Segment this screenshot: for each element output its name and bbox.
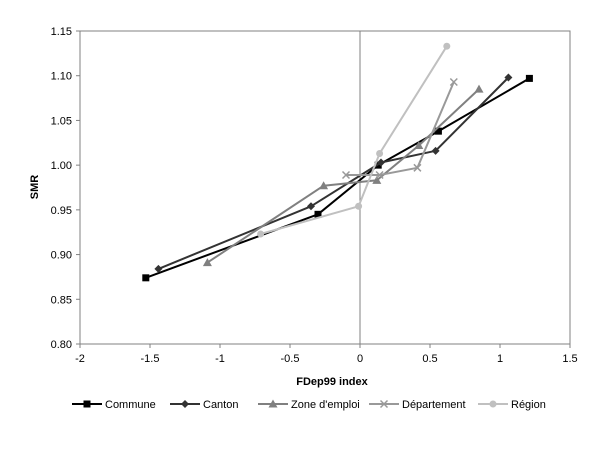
data-point-departement: [375, 170, 384, 180]
y-tick-label: 0.95: [51, 205, 72, 217]
data-point-canton: [504, 73, 513, 82]
series-region: [257, 42, 451, 238]
y-tick-label: 1.10: [51, 71, 72, 83]
x-marker-stroke: [379, 399, 389, 409]
legend-label: Canton: [203, 399, 238, 411]
legend: Commune Canton Zone d'emploi Département Rég…: [72, 399, 546, 411]
data-point-canton: [431, 146, 440, 155]
x-marker-stroke: [413, 163, 422, 172]
legend-swatch-marker: [268, 399, 278, 408]
data-point-zone-d-emploi: [414, 140, 424, 149]
data-point-region: [257, 230, 265, 238]
x-marker-stroke: [449, 77, 458, 87]
plot-border: [79, 30, 571, 345]
data-point-commune: [142, 274, 150, 282]
x-tick-label: -2: [75, 353, 85, 365]
legend-swatch-marker: [379, 399, 389, 409]
data-point-canton: [377, 158, 385, 167]
y-tick-label: 1.05: [51, 115, 72, 127]
data-point-departement: [341, 170, 351, 180]
series-line-departement: [346, 81, 455, 176]
legend-item-canton: Canton: [170, 399, 238, 411]
data-point-departement: [413, 163, 422, 172]
y-axis-title: SMR: [29, 175, 41, 200]
x-tick-label: 0.5: [422, 353, 437, 365]
data-point-zone-d-emploi: [319, 181, 329, 190]
series-line-zone-d-emploi: [206, 88, 480, 264]
y-tick-label: 1.15: [51, 26, 72, 38]
series-commune: [142, 74, 533, 282]
series-line-region: [260, 45, 448, 235]
x-axis-title: FDep99 index: [296, 376, 368, 388]
x-marker-stroke: [341, 170, 351, 180]
series-layer: [142, 42, 533, 282]
legend-item-zone-d-emploi: Zone d'emploi: [258, 399, 360, 411]
axis-titles: FDep99 index SMR: [29, 175, 369, 388]
data-point-canton: [307, 202, 315, 211]
x-tick-label: -1.5: [141, 353, 160, 365]
series-line-canton: [158, 76, 510, 270]
x-tick-label: 0: [357, 353, 363, 365]
legend-item-departement: Département: [369, 399, 466, 411]
data-point-canton: [154, 264, 163, 273]
x-tick-label: -1: [215, 353, 225, 365]
series-departement: [341, 77, 458, 180]
data-point-region: [443, 42, 451, 50]
y-tick-label: 0.85: [51, 294, 72, 306]
legend-label: Région: [511, 399, 546, 411]
legend-swatch-marker: [489, 400, 497, 408]
legend-swatch-marker: [181, 400, 189, 408]
legend-label: Zone d'emploi: [291, 399, 360, 411]
legend-label: Commune: [105, 399, 156, 411]
legend-item-commune: Commune: [72, 399, 156, 411]
data-point-commune: [434, 127, 442, 135]
series-canton: [154, 73, 513, 273]
data-point-zone-d-emploi: [474, 84, 484, 93]
data-point-commune: [525, 74, 533, 82]
plot-area: [79, 30, 571, 345]
legend-item-region: Région: [478, 399, 546, 411]
x-tick-label: -0.5: [281, 353, 300, 365]
legend-label: Département: [402, 399, 466, 411]
x-marker-stroke: [375, 170, 384, 180]
data-point-region: [376, 150, 384, 158]
legend-swatch-marker: [83, 400, 91, 408]
data-point-zone-d-emploi: [202, 258, 212, 267]
y-tick-label: 0.80: [51, 339, 72, 351]
x-tick-label: 1.5: [562, 353, 577, 365]
data-point-region: [355, 202, 363, 210]
data-point-departement: [449, 77, 458, 87]
data-point-zone-d-emploi: [372, 175, 382, 184]
x-tick-label: 1: [497, 353, 503, 365]
series-zone-d-emploi: [202, 84, 484, 267]
y-tick-label: 1.00: [51, 160, 72, 172]
data-point-commune: [314, 210, 322, 218]
y-tick-label: 0.90: [51, 250, 72, 262]
axis-ticks: -2 -1.5 -1 -0.5 0 0.5 1 1.5 0.80 0.85 0.90 0.95 1.00…: [51, 26, 578, 365]
series-line-commune: [145, 77, 530, 279]
